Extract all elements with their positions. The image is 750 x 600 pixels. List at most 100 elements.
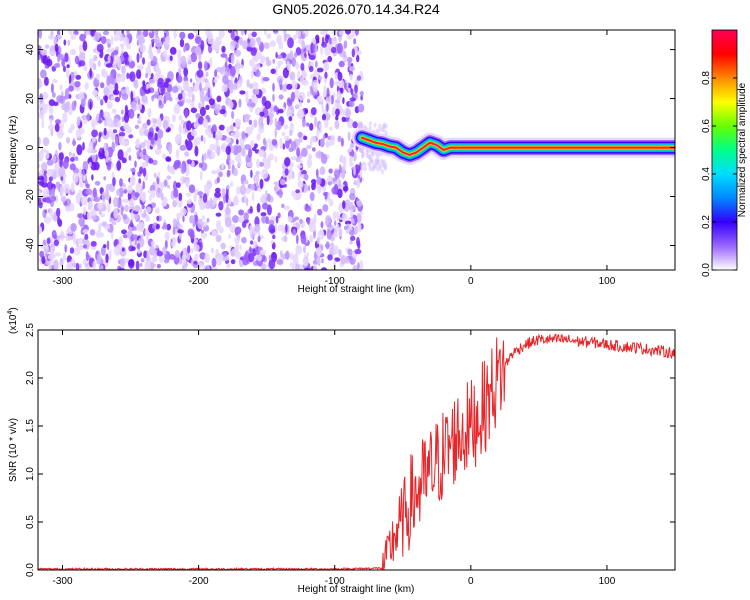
- spectrogram-noise-blob: [60, 195, 67, 203]
- spectrogram-noise-blob: [101, 70, 108, 78]
- spectrogram-noise-blob: [276, 54, 283, 60]
- spectrogram-noise-blob: [250, 124, 255, 131]
- spectrogram-noise-blob: [344, 30, 352, 35]
- spectrogram-noise-blob: [93, 78, 100, 88]
- spectrogram-noise-blob: [193, 160, 199, 165]
- spectrogram-noise-blob: [375, 160, 379, 165]
- spectrogram-noise-blob: [333, 169, 341, 179]
- spectrogram-noise-blob: [155, 223, 160, 230]
- spectrogram-noise-blob: [356, 200, 363, 208]
- spectrogram-noise-blob: [257, 235, 261, 243]
- spectrogram-noise-blob: [106, 38, 111, 45]
- spectrogram-noise-blob: [82, 175, 86, 182]
- spectrogram-noise-blob: [381, 169, 384, 175]
- spectrogram-noise-blob: [283, 30, 287, 35]
- spectrogram-noise-blob: [165, 156, 171, 162]
- spectrogram-noise-blob: [235, 243, 239, 250]
- spectrogram-noise-blob: [225, 192, 229, 204]
- spectrogram-noise-blob: [86, 30, 91, 35]
- snr-marks: [38, 333, 675, 570]
- spectrogram-noise-blob: [85, 188, 93, 196]
- spectrogram-noise-blob: [113, 55, 121, 64]
- spectrogram-noise-blob: [38, 30, 43, 39]
- spectrogram-noise-blob: [274, 66, 278, 77]
- spectrogram-noise-blob: [158, 99, 162, 106]
- spectrogram-noise-blob: [301, 70, 308, 79]
- spectrogram-noise-blob: [119, 90, 122, 98]
- spectrogram-noise-blob: [82, 229, 89, 234]
- spectrogram-noise-blob: [337, 135, 342, 143]
- spectrogram-noise-blob: [172, 218, 177, 228]
- spectrogram-noise-blob: [351, 30, 355, 38]
- spectrogram-noise-blob: [62, 112, 68, 123]
- spectrogram-noise-blob: [341, 116, 346, 123]
- spectrogram-noise-blob: [193, 260, 198, 265]
- spectrogram-noise-blob: [178, 123, 183, 135]
- spectrogram-noise-blob: [142, 122, 148, 129]
- spectrogram-noise-blob: [263, 42, 270, 50]
- spectrogram-noise-blob: [67, 56, 71, 67]
- spectrogram-noise-blob: [70, 182, 75, 193]
- spectrogram-noise-blob: [318, 123, 323, 130]
- spectrogram-noise-blob: [102, 30, 110, 36]
- spectrogram-noise-blob: [269, 40, 276, 48]
- spectrogram-noise-blob: [183, 46, 187, 53]
- spectrogram-noise-blob: [324, 112, 331, 121]
- spectrogram-noise-blob: [304, 258, 308, 263]
- spectrogram-noise-blob: [264, 100, 272, 110]
- spectrogram-noise-blob: [230, 40, 237, 46]
- spectrogram-noise-blob: [166, 223, 171, 231]
- spectrogram-noise-blob: [344, 220, 352, 225]
- spectrogram-noise-blob: [156, 215, 160, 222]
- spectrogram-noise-blob: [246, 79, 250, 88]
- spectrogram-noise-blob: [41, 118, 45, 129]
- spectrogram-noise-blob: [81, 114, 87, 120]
- spectrogram-noise-blob: [84, 233, 89, 241]
- spectrogram-noise-blob: [324, 118, 329, 129]
- spectrogram-noise-blob: [259, 111, 265, 117]
- spectrogram-noise-blob: [266, 193, 271, 202]
- spectrogram-noise-blob: [303, 245, 306, 254]
- spectrogram-noise-blob: [230, 145, 235, 154]
- spectrogram-noise-blob: [74, 156, 79, 162]
- spectrogram-noise-blob: [153, 172, 157, 178]
- spectrogram-noise-blob: [199, 82, 202, 92]
- spectrogram-noise-blob: [382, 127, 386, 133]
- spectrogram-noise-blob: [112, 49, 119, 56]
- spectrogram-noise-blob: [215, 248, 219, 256]
- spectrogram-noise-blob: [223, 194, 226, 204]
- spectrogram-noise-blob: [268, 112, 274, 119]
- spectrogram-noise-blob: [84, 82, 89, 90]
- spectrogram-x-ticks: -300 -200 -100 0 100: [52, 30, 616, 287]
- spectrogram-noise-blob: [106, 48, 113, 53]
- spectrogram-noise-blob: [91, 174, 94, 181]
- spectrogram-noise-blob: [149, 30, 153, 33]
- spectrogram-noise-blob: [137, 98, 141, 106]
- spectrogram-noise-blob: [359, 90, 364, 97]
- spectrogram-noise-blob: [118, 135, 126, 146]
- spectrogram-noise-blob: [107, 43, 111, 48]
- colorbar-tick-label: 0.2: [701, 215, 712, 229]
- spectrogram-noise-blob: [79, 166, 82, 176]
- spectrogram-noise-blob: [180, 208, 187, 216]
- spectrogram-noise-blob: [59, 84, 63, 91]
- spectrogram-noise-blob: [123, 189, 128, 194]
- spectrogram-noise-blob: [307, 153, 313, 160]
- spectrogram-noise-blob: [44, 44, 50, 49]
- spectrogram-noise-blob: [198, 102, 202, 109]
- colorbar: 0.0 0.2 0.4 0.6 0.8 Normalized spectral ampl…: [701, 29, 748, 277]
- spectrogram-noise-blob: [70, 157, 75, 162]
- spectrogram-noise-blob: [142, 80, 146, 86]
- snr-y-tick-label: 0.0: [25, 563, 36, 577]
- spectrogram-noise-blob: [242, 254, 249, 266]
- spectrogram-noise-blob: [280, 203, 285, 209]
- spectrogram-noise-blob: [104, 118, 108, 127]
- spectrogram-noise-blob: [278, 188, 283, 199]
- spectrogram-noise-blob: [149, 184, 156, 192]
- spectrogram-noise-blob: [382, 159, 386, 165]
- spectrogram-noise-blob: [207, 87, 211, 98]
- spectrogram-noise-blob: [258, 123, 265, 134]
- spectrogram-noise-blob: [176, 75, 183, 84]
